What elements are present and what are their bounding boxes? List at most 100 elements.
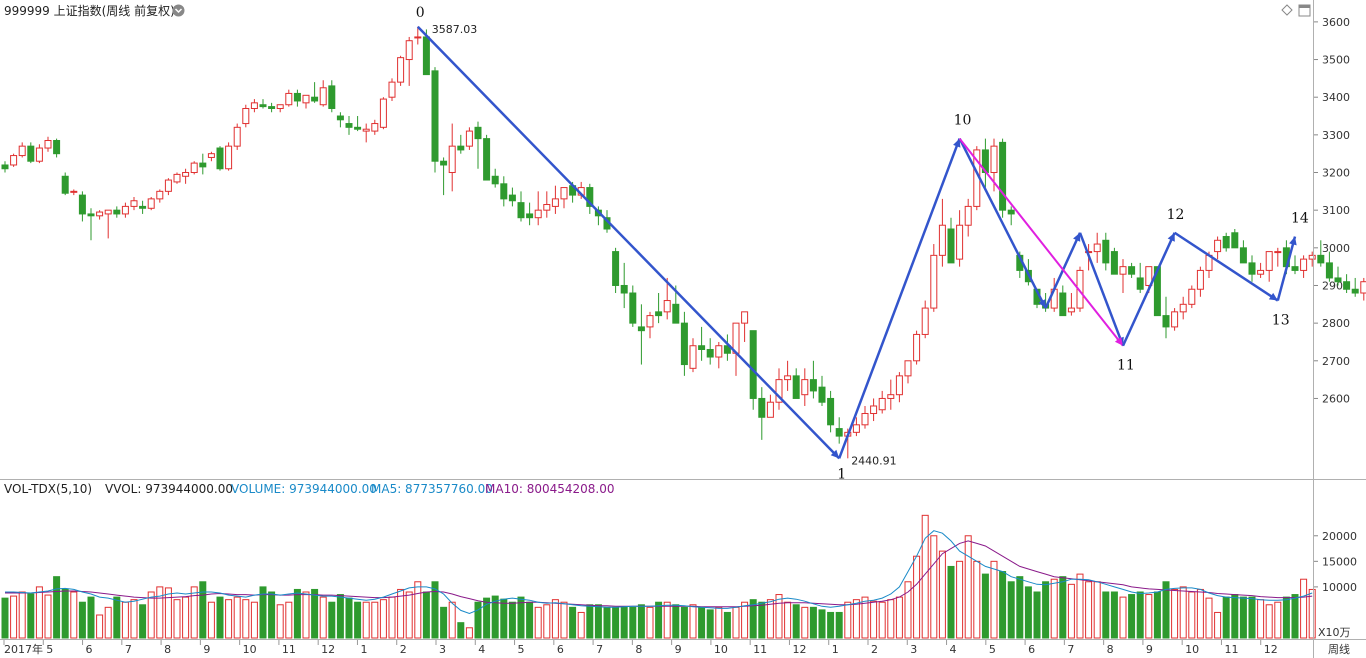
- wave-line-0-1-arrowhead: [830, 449, 840, 459]
- wave-annotation: 1: [837, 466, 846, 482]
- volume-bar-up: [663, 601, 671, 639]
- candle-up: [465, 130, 473, 147]
- candle-up: [904, 360, 912, 377]
- wave-line-1-10-arrowhead: [953, 138, 961, 148]
- volume-bar-up: [388, 596, 396, 639]
- volume-bar-down: [483, 597, 491, 639]
- wave-annotation: 10: [954, 113, 972, 129]
- candle-down: [999, 141, 1007, 211]
- volume-bar-down: [311, 588, 319, 639]
- volume-bar-up: [96, 614, 104, 639]
- candle-up: [371, 123, 379, 132]
- price-pane[interactable]: 2600 2700 2800 2900 3000 3100 3200 3300 3400 3500…: [1, 5, 1366, 483]
- volume-bar-up: [1050, 578, 1058, 639]
- volume-bar-down: [999, 571, 1007, 639]
- volume-bar-down: [1248, 596, 1256, 639]
- candle-down: [78, 194, 86, 215]
- volume-bar-down: [947, 565, 955, 639]
- candle-up: [96, 211, 104, 217]
- candle-up: [689, 345, 697, 369]
- candle-down: [508, 194, 516, 202]
- window-icon[interactable]: [1298, 4, 1311, 19]
- month-label: 3: [910, 643, 917, 656]
- candle-up: [1214, 239, 1222, 253]
- volume-bar-up: [766, 599, 774, 639]
- volume-bar-up: [302, 591, 310, 639]
- volume-bar-down: [1016, 576, 1024, 639]
- month-label: 10: [1185, 643, 1199, 656]
- volume-bar-down: [698, 606, 706, 639]
- wave-line-10-a: [958, 138, 1047, 309]
- wave-line-10-a-arrowhead: [1038, 299, 1046, 309]
- volume-bar-up: [1179, 586, 1187, 639]
- volume-bar-up: [1188, 591, 1196, 639]
- candle-up: [895, 375, 903, 396]
- candle-down: [612, 251, 620, 286]
- volume-pane[interactable]: 2017年 5 6 7 8 9 10 11 12 1 2 3 4 5 6 7 8 9 10 11 12 1 2 3 4 5 6 7 8 9…: [1, 514, 1357, 656]
- month-label: 12: [321, 643, 335, 656]
- candle-down: [500, 183, 508, 200]
- volume-bar-up: [852, 599, 860, 639]
- wave-annotation: 11: [1117, 358, 1135, 374]
- volume-bar-down: [199, 581, 207, 639]
- price-tick-label: 2900: [1322, 279, 1350, 292]
- volume-bar-down: [53, 576, 61, 639]
- chart-title: 999999 上证指数(周线 前复权): [4, 3, 175, 18]
- volume-bar-down: [594, 604, 602, 639]
- candle-up: [551, 198, 559, 207]
- period-label[interactable]: 周线: [1328, 642, 1350, 656]
- candle-up: [1300, 258, 1308, 271]
- wave-line-0-1: [416, 25, 841, 460]
- volume-bar-up: [534, 606, 542, 639]
- month-label: 2: [400, 643, 407, 656]
- volume-bar-down: [354, 601, 362, 639]
- volume-bar-down: [680, 606, 688, 639]
- wave-annotation: 12: [1167, 207, 1185, 223]
- volume-bar-up: [938, 550, 946, 639]
- wave-line-b-11: [1078, 232, 1125, 347]
- candle-up: [156, 190, 164, 200]
- month-label: 7: [596, 643, 603, 656]
- candle-down: [259, 104, 267, 108]
- volume-bar-up: [1205, 597, 1213, 639]
- wave-annotation: 2440.91: [851, 454, 897, 467]
- month-label: 5: [518, 643, 525, 656]
- volume-bar-up: [156, 586, 164, 639]
- volume-bar-up: [164, 587, 172, 639]
- candle-up: [190, 162, 198, 174]
- candle-up: [887, 394, 895, 399]
- candle-up: [870, 405, 878, 415]
- volume-bar-up: [913, 555, 921, 639]
- month-label: 11: [753, 643, 767, 656]
- indicator-name[interactable]: VOL-TDX(5,10): [4, 482, 92, 496]
- candle-down: [268, 106, 276, 109]
- month-label: 7: [1067, 643, 1074, 656]
- candle-up: [10, 155, 18, 166]
- candle-up: [741, 311, 749, 324]
- candle-up: [130, 200, 138, 207]
- candle-down: [113, 209, 121, 215]
- candle-down: [1102, 239, 1110, 264]
- candle-down: [637, 326, 645, 332]
- volume-bar-up: [1076, 573, 1084, 639]
- candle-down: [1222, 236, 1230, 249]
- diamond-icon[interactable]: [1281, 4, 1293, 18]
- candle-down: [1291, 266, 1299, 271]
- candle-down: [1136, 277, 1144, 290]
- volume-bar-up: [18, 591, 26, 639]
- candle-up: [913, 333, 921, 362]
- wave-line-12-13-arrowhead: [1268, 292, 1278, 301]
- candle-down: [835, 428, 843, 437]
- volume-bar-up: [1274, 601, 1282, 639]
- candle-down: [483, 138, 491, 181]
- volume-bar-down: [629, 606, 637, 639]
- volume-bar-up: [784, 601, 792, 639]
- chevron-down-circle-icon[interactable]: [172, 4, 185, 19]
- month-label: 1: [360, 643, 367, 656]
- vvol-value: VVOL: 973944000.00: [105, 482, 233, 496]
- month-label: 9: [203, 643, 210, 656]
- volume-bar-up: [276, 604, 284, 639]
- candle-down: [526, 213, 534, 219]
- volume-tick-label: 10000: [1322, 581, 1357, 594]
